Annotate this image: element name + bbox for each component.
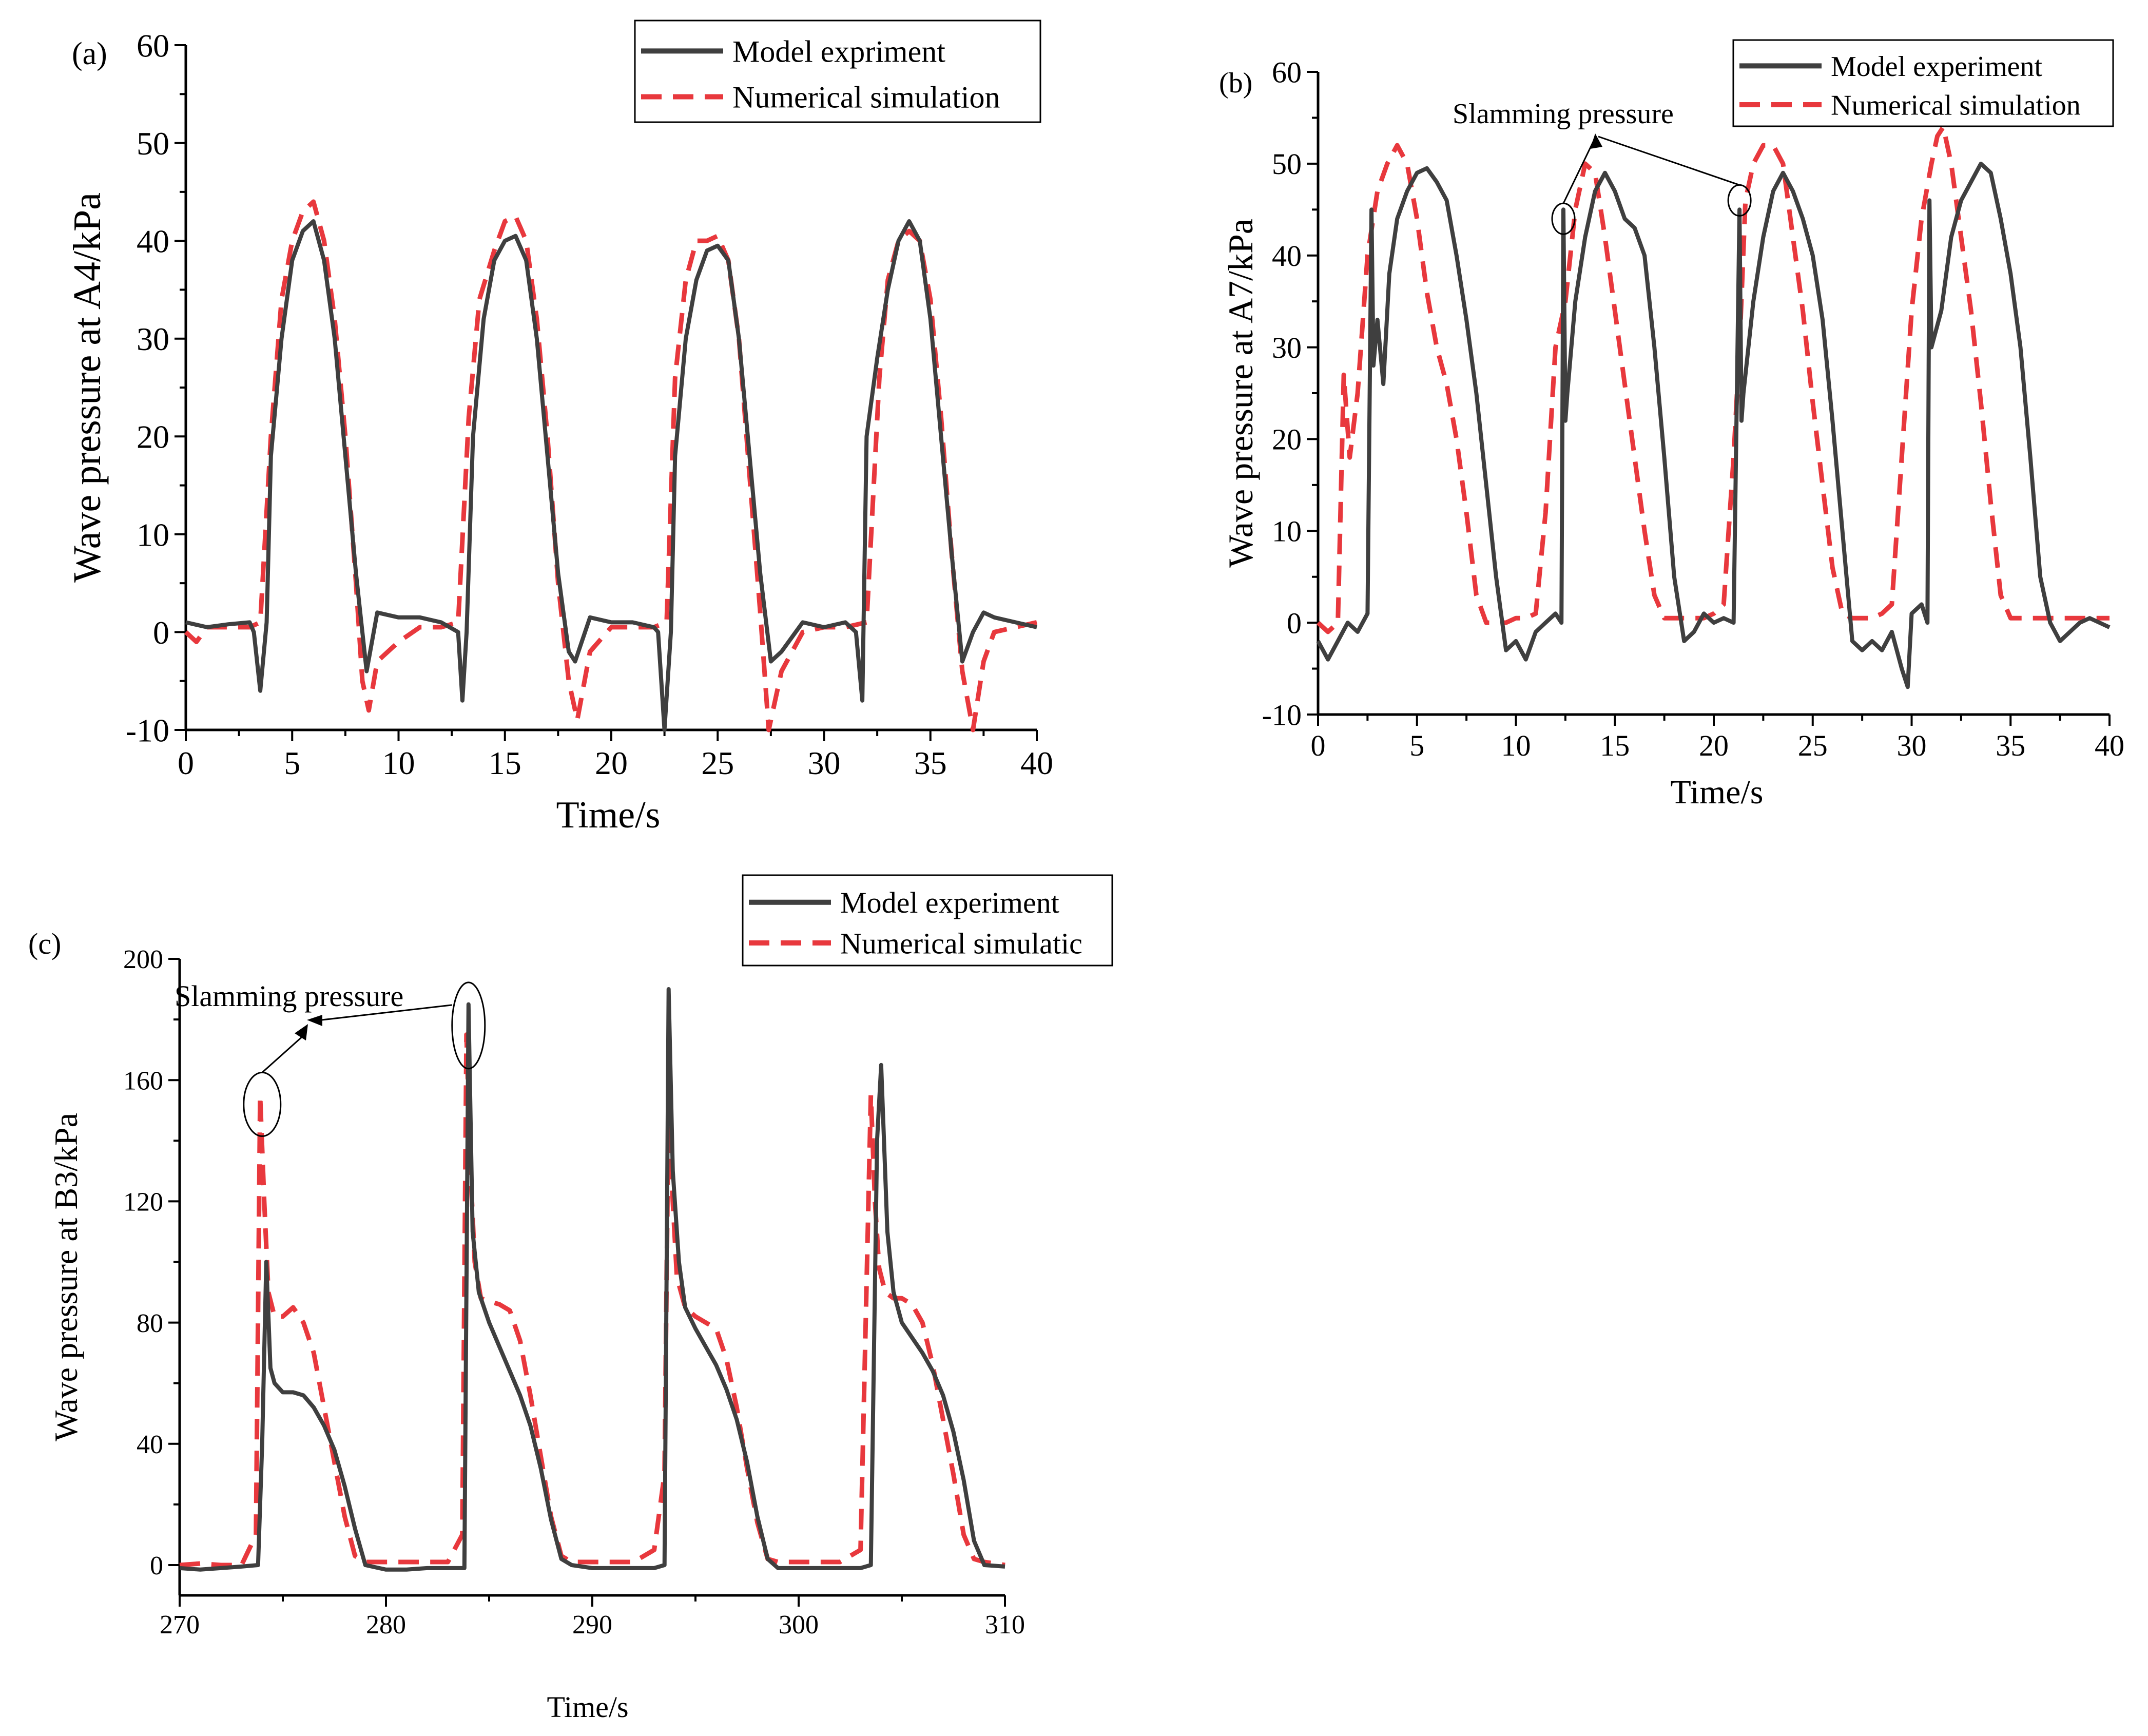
legend-box bbox=[1732, 39, 2114, 127]
series-numerical-simulation bbox=[1316, 124, 2110, 634]
annotation: Slamming pressure bbox=[175, 979, 486, 1137]
x-tick-label: 0 bbox=[1311, 729, 1326, 762]
x-axis-label: Time/s bbox=[547, 1690, 628, 1724]
annotation: Slamming pressure bbox=[1453, 98, 1752, 235]
y-tick-label: 0 bbox=[153, 614, 169, 651]
legend-box bbox=[742, 874, 1113, 967]
x-tick-label: 15 bbox=[489, 745, 521, 781]
y-tick-label: 60 bbox=[1272, 55, 1302, 89]
x-tick-label: 40 bbox=[2095, 729, 2124, 762]
y-tick-label: 50 bbox=[1272, 147, 1302, 181]
y-tick-label: 200 bbox=[123, 945, 163, 974]
annotation-label: Slamming pressure bbox=[175, 979, 403, 1013]
arrow-head bbox=[295, 1024, 308, 1040]
y-tick-label: 30 bbox=[137, 321, 169, 357]
arrow-head bbox=[1590, 133, 1602, 149]
arrow-head bbox=[307, 1015, 322, 1026]
x-tick-label: 10 bbox=[382, 745, 415, 781]
chart-panel-3: 270 280 290 300 310 0 40 80 120 160 200 Time/s Wave … bbox=[28, 874, 1113, 1724]
legend: Model experiment Numerical simulatic bbox=[742, 874, 1113, 967]
x-tick-label: 35 bbox=[1996, 729, 2025, 762]
legend-label-simulation: Numerical simulation bbox=[1831, 90, 2081, 122]
legend: Model experiment Numerical simulation bbox=[1732, 39, 2114, 127]
legend-label-experiment: Model experiment bbox=[840, 886, 1059, 919]
y-tick-label: 40 bbox=[1272, 239, 1302, 273]
series-model-experiment bbox=[179, 987, 1005, 1572]
y-axis-label: Wave pressure at A4/kPa bbox=[66, 192, 109, 583]
x-tick-label: 5 bbox=[284, 745, 300, 781]
y-tick-label: -10 bbox=[1262, 698, 1302, 731]
x-axis-label: Time/s bbox=[1671, 774, 1764, 811]
legend-label-simulation: Numerical simulation bbox=[732, 81, 1000, 114]
chart-panel-1: 0 5 10 15 20 25 30 35 40-100102030405060Time/sWa… bbox=[66, 20, 1053, 836]
series-numerical-simulation bbox=[184, 199, 1038, 732]
y-tick-label: 80 bbox=[137, 1309, 163, 1338]
y-tick-label: -10 bbox=[126, 712, 169, 748]
y-tick-label: 40 bbox=[137, 223, 169, 260]
annotation-arrow bbox=[1562, 137, 1596, 204]
x-tick-label: 10 bbox=[1501, 729, 1531, 762]
annotation-circle bbox=[451, 981, 486, 1070]
x-tick-label: 20 bbox=[1699, 729, 1729, 762]
panel-label: (b) bbox=[1219, 67, 1252, 99]
y-axis-label: Wave pressure at B3/kPa bbox=[48, 1113, 84, 1441]
series-model-experiment bbox=[1316, 161, 2111, 689]
x-tick-label: 0 bbox=[178, 745, 194, 781]
y-tick-label: 160 bbox=[123, 1066, 163, 1095]
y-tick-label: 0 bbox=[1287, 606, 1302, 640]
annotation-arrow bbox=[1598, 136, 1740, 186]
annotation-arrow bbox=[261, 1033, 306, 1073]
y-tick-label: 10 bbox=[1272, 515, 1302, 548]
x-tick-label: 280 bbox=[366, 1610, 406, 1639]
panel-label: (a) bbox=[72, 36, 107, 71]
series-numerical-simulation bbox=[179, 1032, 1005, 1568]
y-tick-label: 30 bbox=[1272, 331, 1302, 364]
legend: Model expriment Numerical simulation bbox=[634, 20, 1041, 123]
y-tick-label: 120 bbox=[123, 1188, 163, 1217]
y-tick-label: 20 bbox=[1272, 423, 1302, 456]
legend-label-experiment: Model expriment bbox=[732, 34, 945, 68]
y-tick-label: 20 bbox=[137, 419, 169, 455]
x-tick-label: 35 bbox=[914, 745, 947, 781]
annotation-arrow bbox=[317, 1004, 452, 1021]
annotation-label: Slamming pressure bbox=[1453, 98, 1674, 130]
x-axis-label: Time/s bbox=[556, 794, 661, 836]
x-tick-label: 30 bbox=[808, 745, 841, 781]
x-tick-label: 20 bbox=[595, 745, 628, 781]
x-tick-label: 25 bbox=[701, 745, 734, 781]
y-tick-label: 60 bbox=[137, 27, 169, 64]
x-tick-label: 40 bbox=[1020, 745, 1053, 781]
y-tick-label: 40 bbox=[137, 1430, 163, 1459]
x-tick-label: 15 bbox=[1600, 729, 1630, 762]
x-tick-label: 30 bbox=[1897, 729, 1927, 762]
x-tick-label: 25 bbox=[1798, 729, 1828, 762]
x-tick-label: 270 bbox=[160, 1610, 200, 1639]
chart-panel-2: 0 5 10 15 20 25 30 35 40 -10 0 10 20 30 40 50 60 Time/s Wa… bbox=[1219, 39, 2124, 811]
panel-label: (c) bbox=[28, 927, 61, 960]
y-axis-label: Wave pressure at A7/kPa bbox=[1221, 219, 1260, 568]
x-tick-label: 290 bbox=[572, 1610, 612, 1639]
legend-label-simulation: Numerical simulatic bbox=[840, 927, 1082, 960]
series-model-experiment bbox=[185, 219, 1037, 732]
legend-box bbox=[634, 20, 1041, 123]
y-tick-label: 10 bbox=[137, 516, 169, 553]
y-tick-label: 50 bbox=[137, 125, 169, 162]
x-tick-label: 310 bbox=[985, 1610, 1025, 1639]
x-tick-label: 5 bbox=[1409, 729, 1424, 762]
y-tick-label: 0 bbox=[150, 1551, 163, 1580]
legend-label-experiment: Model experiment bbox=[1831, 51, 2043, 83]
x-tick-label: 300 bbox=[779, 1610, 819, 1639]
